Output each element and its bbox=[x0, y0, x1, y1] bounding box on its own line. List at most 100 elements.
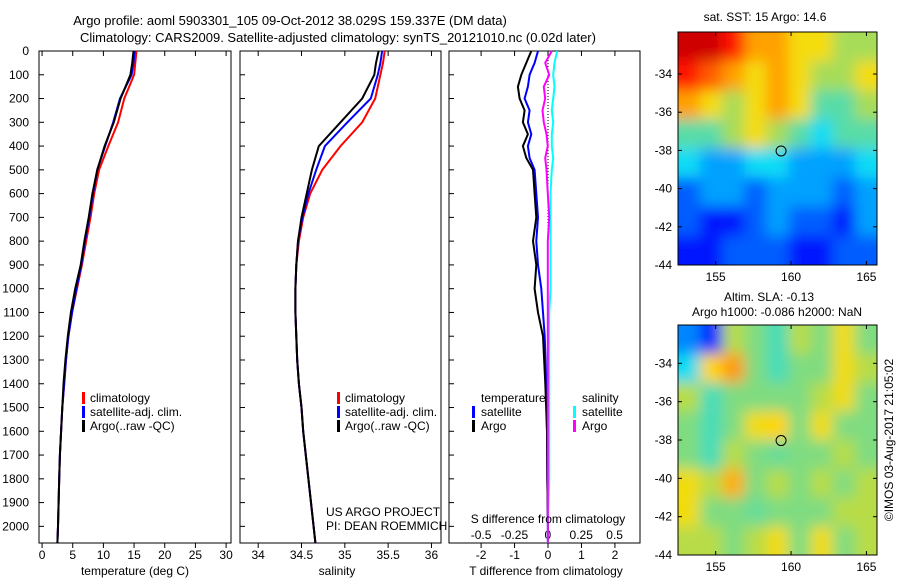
map-cell bbox=[700, 32, 724, 63]
map-cell bbox=[832, 206, 856, 237]
y-tick-label: 100 bbox=[9, 68, 29, 82]
map-field bbox=[678, 32, 877, 265]
map-cell bbox=[678, 235, 702, 265]
map-frame bbox=[677, 31, 878, 266]
map-cell bbox=[832, 235, 856, 265]
map-cell bbox=[788, 206, 812, 237]
xlabel-salinity: salinity bbox=[319, 564, 356, 578]
map-cell bbox=[722, 526, 746, 555]
map-cell bbox=[766, 411, 790, 441]
map-cell bbox=[678, 497, 702, 528]
map-cell bbox=[810, 90, 834, 121]
map-cell bbox=[722, 440, 746, 470]
map-cell bbox=[700, 526, 724, 555]
y-tick-label: 300 bbox=[9, 115, 29, 129]
map-cell bbox=[744, 468, 768, 499]
map-cell bbox=[678, 148, 702, 179]
map-cell bbox=[678, 32, 702, 63]
y-tick-label: 200 bbox=[9, 92, 29, 106]
map-cell bbox=[678, 119, 702, 150]
map-cell bbox=[810, 325, 834, 355]
x2-tick-label: 0.25 bbox=[570, 528, 594, 542]
y-tick-label: -42 bbox=[655, 220, 673, 234]
map-cell bbox=[832, 353, 856, 384]
map-cell bbox=[854, 32, 877, 63]
map-cell bbox=[744, 325, 768, 355]
xlabel-t-difference: T difference from climatology bbox=[469, 564, 623, 578]
y-tick-label: 1700 bbox=[2, 448, 29, 462]
map-cell bbox=[788, 497, 812, 528]
legend-label-climatology: climatology bbox=[345, 391, 405, 405]
legend-mark-argo bbox=[82, 420, 85, 432]
map-cell bbox=[788, 440, 812, 470]
sla_map: 155 160 165 -34 -36 -38 -40 -42 -44 bbox=[655, 324, 878, 574]
legend-label-satellite: satellite-adj. clim. bbox=[90, 405, 182, 419]
legend-title-salinity: salinity bbox=[582, 391, 619, 405]
y-tick-label: 1300 bbox=[2, 353, 29, 367]
map-cell bbox=[678, 325, 702, 355]
map-cell bbox=[744, 353, 768, 384]
legend-mark-climatology bbox=[82, 392, 85, 404]
xlabel-s-difference: S difference from climatology bbox=[471, 512, 626, 526]
map-cell bbox=[810, 148, 834, 179]
map-cell bbox=[810, 119, 834, 150]
series-argo bbox=[294, 50, 380, 544]
legend-mark-t-satellite bbox=[472, 406, 475, 418]
map-cell bbox=[722, 119, 746, 150]
map-cell bbox=[854, 61, 877, 92]
map-cell bbox=[722, 411, 746, 441]
plot-frame bbox=[239, 50, 442, 544]
map-cell bbox=[832, 61, 856, 92]
map-cell bbox=[810, 468, 834, 499]
legend-label-t-satellite: satellite bbox=[481, 405, 522, 419]
map-cell bbox=[832, 325, 856, 355]
map-cell bbox=[678, 411, 702, 441]
map-cell bbox=[788, 382, 812, 413]
legend-temperature: climatology satellite-adj. clim. Argo(..… bbox=[82, 391, 182, 433]
map-cell bbox=[700, 148, 724, 179]
map-cell bbox=[722, 382, 746, 413]
x2-tick-label: 0.5 bbox=[606, 528, 623, 542]
map-cell bbox=[766, 119, 790, 150]
series-salinity-Argo bbox=[541, 50, 553, 543]
map-cell bbox=[744, 90, 768, 121]
map-cell bbox=[678, 177, 702, 208]
figure-title-line1: Argo profile: aoml 5903301_105 09-Oct-20… bbox=[73, 13, 507, 28]
map-cell bbox=[744, 32, 768, 63]
map-cell bbox=[810, 177, 834, 208]
y-tick-label: 1000 bbox=[2, 282, 29, 296]
imos-credit: ©IMOS 03-Aug-2017 21:05:02 bbox=[882, 359, 896, 522]
map-cell bbox=[854, 526, 877, 555]
map-cell bbox=[854, 119, 877, 150]
map-cell bbox=[722, 177, 746, 208]
map-cell bbox=[700, 440, 724, 470]
x-tick-label: 34.5 bbox=[290, 548, 314, 562]
map-cell bbox=[854, 382, 877, 413]
map-cell bbox=[832, 148, 856, 179]
map-cell bbox=[766, 440, 790, 470]
map-cell bbox=[678, 353, 702, 384]
x-tick-label: 155 bbox=[706, 270, 726, 284]
x-tick-label: 35 bbox=[338, 548, 352, 562]
map-cell bbox=[722, 235, 746, 265]
map-cell bbox=[854, 90, 877, 121]
map-cell bbox=[854, 148, 877, 179]
map-cell bbox=[832, 440, 856, 470]
map-cell bbox=[744, 382, 768, 413]
x-tick-label: 15 bbox=[127, 548, 141, 562]
y-tick-label: 1800 bbox=[2, 472, 29, 486]
map-cell bbox=[788, 411, 812, 441]
map-cell bbox=[810, 32, 834, 63]
series-climatology bbox=[56, 50, 138, 544]
map-cell bbox=[678, 526, 702, 555]
map-cell bbox=[788, 353, 812, 384]
map-field bbox=[678, 325, 877, 555]
map-panels: 155 160 165 -34 -36 -38 -40 -42 -44 155 160 165 -34 -… bbox=[655, 31, 878, 574]
map-cell bbox=[810, 440, 834, 470]
map-cell bbox=[722, 148, 746, 179]
argo-location-marker bbox=[775, 145, 787, 157]
map-cell bbox=[766, 382, 790, 413]
map-cell bbox=[788, 235, 812, 265]
map-cell bbox=[854, 468, 877, 499]
map-cell bbox=[678, 90, 702, 121]
